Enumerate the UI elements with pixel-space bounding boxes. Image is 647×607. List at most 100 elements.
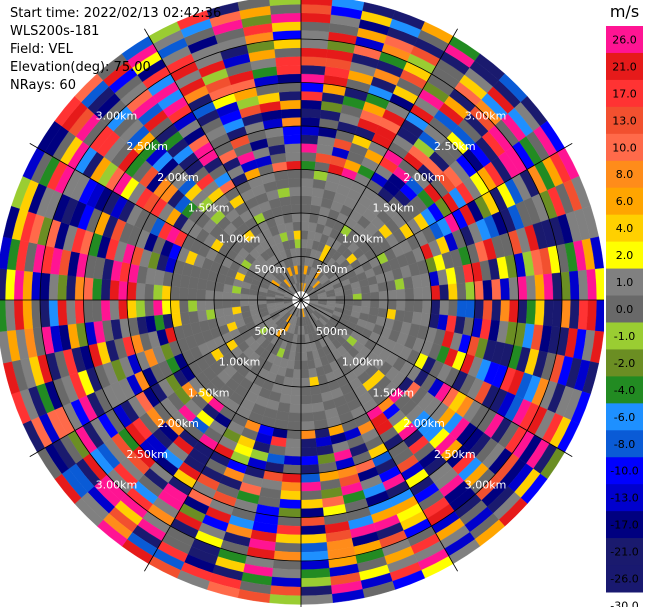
gate-cell bbox=[293, 360, 302, 370]
ring-label: 3.00km bbox=[96, 109, 138, 122]
colorbar-bin bbox=[606, 160, 643, 189]
gate-cell bbox=[179, 287, 189, 301]
gate-cell bbox=[287, 169, 302, 180]
gate-cell bbox=[394, 278, 405, 291]
gate-cell bbox=[300, 64, 326, 76]
gate-cell bbox=[300, 56, 327, 67]
gate-cell bbox=[300, 412, 314, 422]
gate-cell bbox=[279, 91, 302, 102]
gate-cell bbox=[13, 299, 25, 331]
gate-cell bbox=[387, 299, 397, 311]
colorbar-tick: -13.0 bbox=[610, 492, 638, 505]
gate-cell bbox=[300, 369, 310, 379]
ring-label: 2.00km bbox=[157, 171, 199, 184]
colorbar-bin bbox=[606, 187, 643, 216]
colorbar-tick: 1.0 bbox=[616, 276, 634, 289]
gate-cell bbox=[465, 281, 476, 301]
gate-cell bbox=[237, 0, 271, 11]
azimuth-spoke bbox=[29, 143, 302, 301]
ring-label: 1.00km bbox=[342, 356, 384, 369]
gate-cell bbox=[525, 299, 537, 325]
gate-cell bbox=[310, 196, 323, 207]
gate-cell bbox=[0, 268, 7, 301]
gate-cell bbox=[100, 278, 111, 301]
gate-cell bbox=[421, 286, 432, 301]
gate-cell bbox=[456, 282, 467, 301]
gate-cell bbox=[300, 186, 313, 197]
gate-cell bbox=[569, 270, 580, 301]
gate-cell bbox=[273, 38, 302, 50]
gate-cell bbox=[300, 143, 318, 154]
gate-cell bbox=[413, 287, 423, 301]
gate-cell bbox=[280, 108, 302, 119]
colorbar-tick: 6.0 bbox=[616, 195, 634, 208]
gate-cell bbox=[300, 195, 313, 205]
gate-cell bbox=[456, 299, 467, 318]
gate-cell bbox=[300, 524, 326, 536]
colorbar-bin bbox=[606, 403, 643, 431]
elevation-label: Elevation(deg): 75.00 bbox=[10, 60, 151, 75]
gate-cell bbox=[269, 594, 302, 605]
gate-cell bbox=[335, 295, 345, 301]
colorbar-bin bbox=[606, 26, 643, 54]
colorbar-bin bbox=[606, 349, 643, 377]
ring-label: 500m bbox=[254, 325, 286, 338]
gate-cell bbox=[300, 38, 329, 50]
colorbar-tick: -26.0 bbox=[610, 573, 638, 586]
gate-cell bbox=[283, 134, 302, 145]
gate-cell bbox=[295, 247, 302, 257]
gate-cell bbox=[288, 412, 302, 422]
gate-cell bbox=[361, 299, 371, 308]
gate-cell bbox=[300, 47, 328, 58]
azimuth-spoke bbox=[300, 28, 458, 301]
gate-cell bbox=[300, 343, 307, 353]
colorbar-bin bbox=[606, 295, 643, 323]
gate-cell bbox=[135, 282, 146, 301]
gate-cell bbox=[308, 367, 318, 379]
gate-cell bbox=[161, 299, 172, 315]
gate-cell bbox=[57, 299, 68, 326]
gate-cell bbox=[286, 160, 302, 171]
gate-cell bbox=[257, 299, 267, 305]
colorbar-tick: -10.0 bbox=[610, 465, 638, 478]
gate-cell bbox=[152, 299, 163, 316]
gate-cell bbox=[271, 568, 302, 579]
colorbar-tick: 10.0 bbox=[612, 141, 637, 154]
gate-cell bbox=[300, 585, 333, 596]
gate-cell bbox=[534, 274, 545, 301]
gate-cell bbox=[499, 299, 510, 322]
ring-label: 500m bbox=[254, 263, 286, 276]
gate-cell bbox=[439, 299, 450, 316]
gate-cell bbox=[300, 12, 332, 24]
gate-cell bbox=[274, 47, 302, 58]
gate-cell bbox=[126, 281, 137, 301]
gate-cell bbox=[344, 294, 354, 301]
colorbar-tick: 8.0 bbox=[616, 168, 634, 181]
gate-cell bbox=[300, 108, 322, 119]
gate-cell bbox=[83, 277, 94, 301]
gate-cell bbox=[300, 490, 323, 501]
colorbar-tick: 26.0 bbox=[612, 34, 637, 47]
colorbar-bin bbox=[606, 322, 643, 350]
colorbar-bin bbox=[606, 106, 643, 135]
colorbar-tick: -4.0 bbox=[614, 384, 635, 397]
gate-cell bbox=[300, 542, 328, 553]
azimuth-spoke bbox=[300, 299, 573, 457]
gate-cell bbox=[300, 446, 318, 457]
gate-cell bbox=[282, 125, 302, 136]
gate-cell bbox=[551, 272, 563, 301]
gate-cell bbox=[109, 279, 120, 301]
gate-cell bbox=[291, 377, 302, 388]
colorbar-bin bbox=[606, 133, 643, 162]
gate-cell bbox=[109, 299, 120, 321]
gate-cell bbox=[276, 64, 302, 76]
gate-cell bbox=[300, 169, 315, 180]
colorbar-bin bbox=[606, 565, 643, 593]
gate-cell bbox=[300, 472, 321, 483]
gate-cell bbox=[161, 285, 172, 301]
gate-cell bbox=[65, 299, 77, 325]
colorbar-bin bbox=[606, 376, 643, 404]
gate-cell bbox=[508, 299, 519, 323]
gate-cell bbox=[352, 293, 363, 301]
gate-cell bbox=[135, 299, 146, 318]
